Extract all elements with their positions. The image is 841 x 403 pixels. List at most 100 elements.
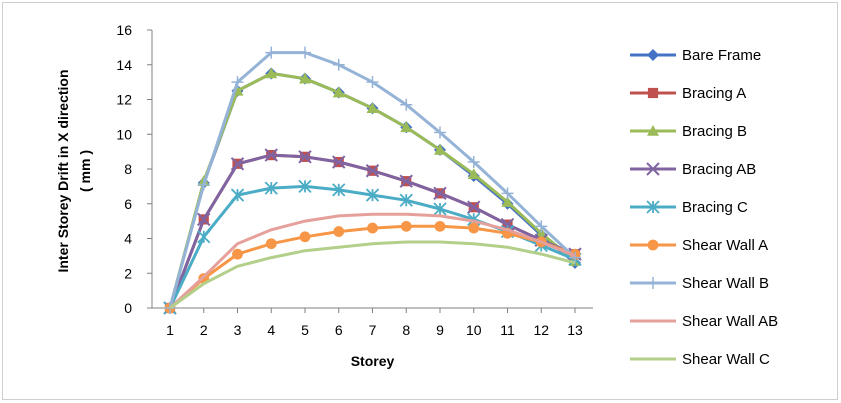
star-marker xyxy=(264,181,278,195)
legend-label: Shear Wall C xyxy=(682,351,770,368)
x-marker xyxy=(365,164,380,178)
legend-item: Shear Wall C xyxy=(630,351,770,368)
triangle-marker xyxy=(366,102,379,113)
x-tick-label: 7 xyxy=(369,322,377,338)
x-axis-title: Storey xyxy=(351,353,395,369)
legend-item: Shear Wall A xyxy=(630,237,768,254)
star-marker xyxy=(646,200,660,214)
x-marker xyxy=(399,174,413,188)
circle-marker xyxy=(232,248,243,260)
legend-label: Bracing B xyxy=(682,123,747,140)
legend-label: Shear Wall A xyxy=(682,237,768,254)
y-axis-ticks: 0 2 4 6 8 10 12 14 16 xyxy=(116,22,152,316)
legend-label: Shear Wall B xyxy=(682,275,769,292)
x-tick-label: 10 xyxy=(466,322,482,338)
circle-marker xyxy=(265,238,277,250)
x-tick-label: 11 xyxy=(500,322,515,338)
legend-item: Bracing C xyxy=(630,199,748,216)
plus-marker xyxy=(535,220,548,233)
legend-label: Bracing A xyxy=(682,85,746,102)
x-marker xyxy=(646,162,660,176)
plus-marker xyxy=(434,126,446,139)
legend-label: Bracing C xyxy=(682,199,748,216)
x-marker xyxy=(332,155,346,169)
plus-marker xyxy=(501,187,514,200)
star-marker xyxy=(433,202,447,216)
x-tick-label: 5 xyxy=(301,322,309,338)
triangle-marker xyxy=(467,168,480,180)
circle-marker xyxy=(468,222,480,234)
y-tick-label: 0 xyxy=(124,300,132,316)
y-tick-label: 2 xyxy=(124,265,132,281)
plus-marker xyxy=(265,46,278,59)
plus-marker xyxy=(231,76,244,89)
plus-marker xyxy=(299,46,311,59)
y-axis-title-line2: ( mm ) xyxy=(77,150,93,192)
legend: Bare Frame Bracing A Bracing B Bracing AB Br… xyxy=(630,47,778,368)
legend-item: Bracing B xyxy=(630,123,747,140)
x-tick-label: 3 xyxy=(234,322,242,338)
x-tick-label: 1 xyxy=(166,322,174,338)
triangle-marker xyxy=(434,143,446,155)
y-axis-title-line1: Inter Storey Drift in X direction xyxy=(55,69,71,272)
star-marker xyxy=(197,230,211,244)
star-marker xyxy=(230,188,245,202)
x-marker xyxy=(467,200,481,214)
series-shear-wall-c xyxy=(169,240,576,310)
y-tick-label: 16 xyxy=(116,22,132,38)
legend-label: Bare Frame xyxy=(682,47,761,64)
y-tick-label: 12 xyxy=(116,92,132,108)
series-line xyxy=(168,212,576,310)
x-tick-label: 13 xyxy=(567,322,583,338)
plus-marker xyxy=(400,98,413,111)
circle-marker xyxy=(299,231,311,243)
legend-item: Shear Wall B xyxy=(630,275,769,292)
legend-item: Bare Frame xyxy=(630,47,761,64)
series-group xyxy=(163,46,582,315)
legend-item: Bracing AB xyxy=(630,161,756,178)
star-marker xyxy=(298,179,312,194)
triangle-marker xyxy=(501,196,514,207)
legend-item: Bracing A xyxy=(630,85,746,102)
triangle-marker xyxy=(535,227,548,239)
legend-label: Shear Wall AB xyxy=(682,313,778,330)
series-bracing-c xyxy=(163,179,582,315)
x-tick-label: 2 xyxy=(200,322,208,338)
circle-marker xyxy=(333,226,345,237)
circle-marker xyxy=(434,220,446,232)
x-tick-label: 12 xyxy=(533,322,549,338)
circle-marker xyxy=(367,222,378,234)
plus-marker xyxy=(332,58,345,71)
y-tick-label: 6 xyxy=(124,196,132,212)
x-tick-label: 6 xyxy=(335,322,343,338)
plus-marker xyxy=(467,156,480,169)
triangle-marker xyxy=(332,86,345,98)
plus-marker xyxy=(366,76,379,89)
x-axis-ticks: 1 2 3 4 5 6 7 8 9 10 11 12 13 xyxy=(166,308,583,338)
x-tick-label: 9 xyxy=(436,322,444,338)
star-marker xyxy=(365,188,380,202)
triangle-marker xyxy=(647,125,659,136)
y-tick-label: 4 xyxy=(124,231,132,247)
x-marker xyxy=(298,150,312,164)
series-line xyxy=(169,224,576,310)
x-marker xyxy=(433,186,447,201)
star-marker xyxy=(399,193,413,207)
circle-marker xyxy=(647,239,659,251)
x-marker xyxy=(230,157,245,171)
x-tick-label: 4 xyxy=(267,322,275,338)
plus-marker xyxy=(197,178,210,191)
x-tick-label: 8 xyxy=(402,322,410,338)
diamond-marker xyxy=(647,49,659,61)
y-tick-label: 10 xyxy=(116,126,132,142)
y-tick-label: 14 xyxy=(116,57,132,73)
triangle-marker xyxy=(400,121,413,133)
square-marker xyxy=(647,87,659,99)
series-shear-wall-ab xyxy=(168,212,576,310)
x-marker xyxy=(197,212,211,227)
triangle-marker xyxy=(299,72,311,84)
triangle-marker xyxy=(265,67,278,79)
plus-marker xyxy=(647,277,659,289)
